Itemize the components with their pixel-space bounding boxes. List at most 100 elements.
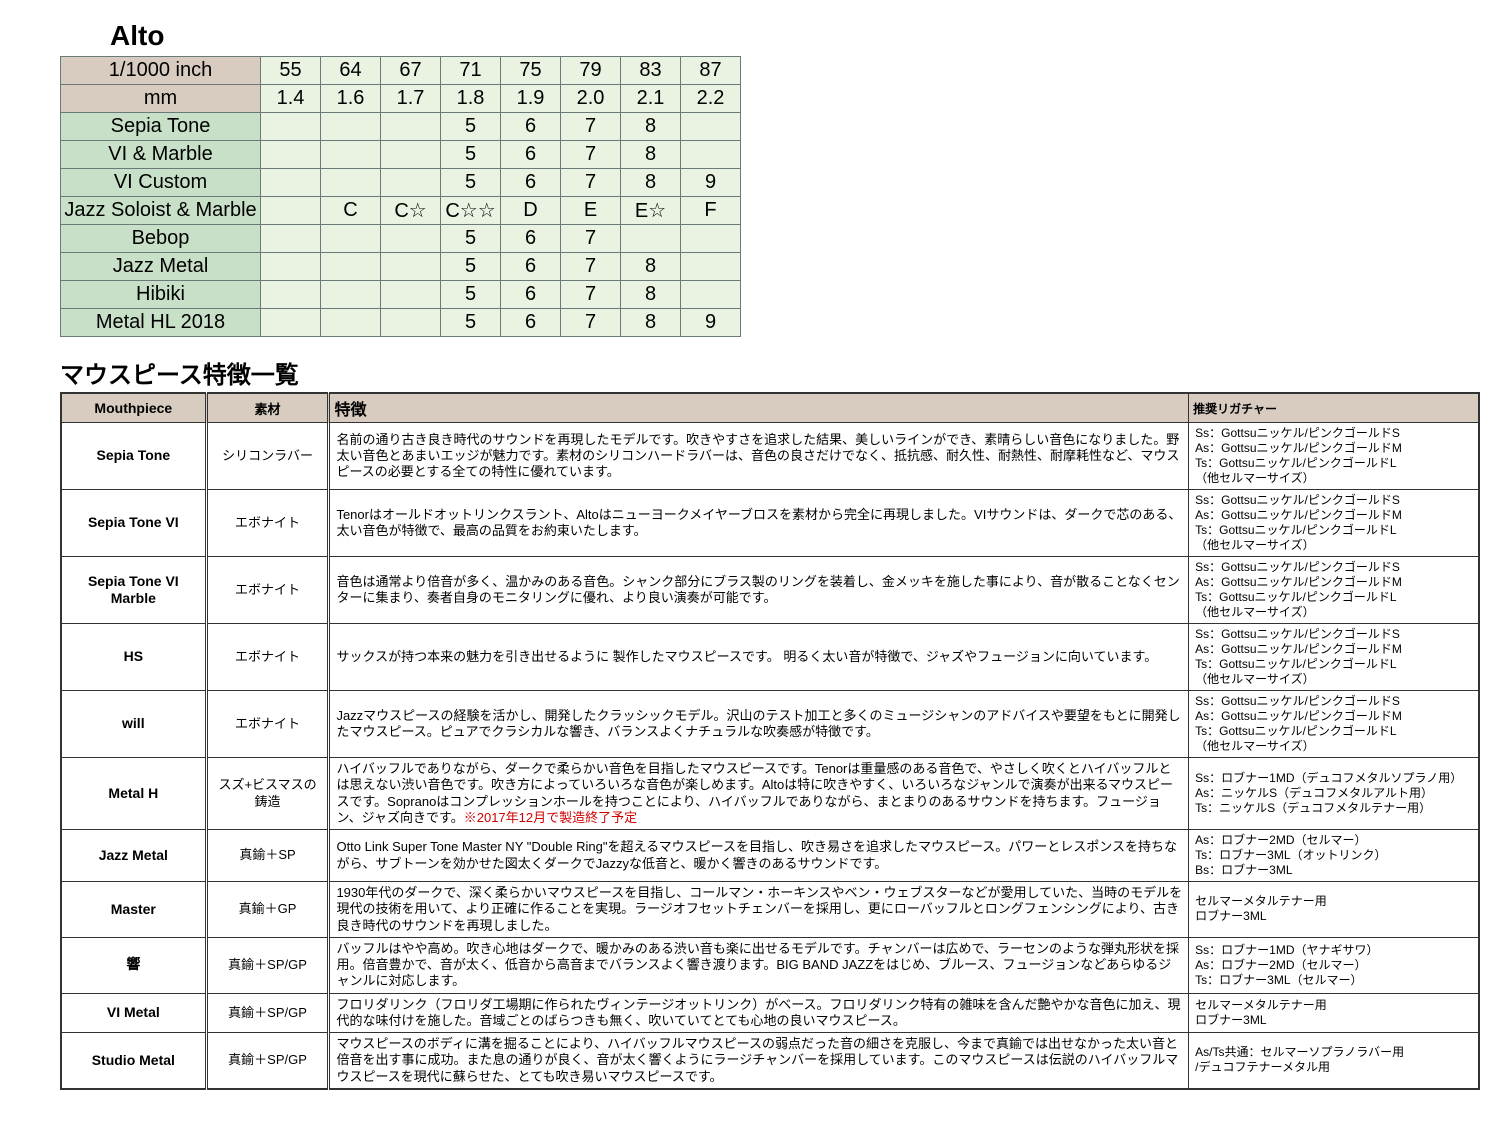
- alto-cell: [321, 309, 381, 337]
- alto-cell: [621, 225, 681, 253]
- alto-table: 1/1000 inch5564677175798387mm1.41.61.71.…: [60, 56, 741, 337]
- feat-mat: 真鍮＋SP/GP: [206, 1033, 329, 1089]
- alto-cell: 5: [441, 141, 501, 169]
- alto-cell: 6: [501, 141, 561, 169]
- alto-cell: 5: [441, 225, 501, 253]
- feat-mat: エボナイト: [206, 490, 329, 557]
- alto-row-label: Jazz Metal: [61, 253, 261, 281]
- feat-lig: Ss：ロブナー1MD（ヤナギサワ）As：ロブナー2MD（セルマー）Ts：ロブナー…: [1189, 937, 1479, 993]
- features-table: Mouthpiece素材特徴推奨リガチャーSepia Toneシリコンラバー名前…: [60, 392, 1480, 1090]
- alto-cell: 9: [681, 309, 741, 337]
- feat-mp: Sepia Tone VI Marble: [61, 557, 206, 624]
- feat-col-mat: 素材: [206, 393, 329, 423]
- alto-cell: C☆☆: [441, 197, 501, 225]
- alto-cell: 7: [561, 141, 621, 169]
- feat-mat: エボナイト: [206, 691, 329, 758]
- alto-cell: [381, 169, 441, 197]
- alto-cell: 7: [561, 253, 621, 281]
- alto-cell: [261, 141, 321, 169]
- feat-mp: Sepia Tone: [61, 423, 206, 490]
- alto-cell: 8: [621, 113, 681, 141]
- alto-cell: 6: [501, 253, 561, 281]
- feat-desc-note: ※2017年12月で製造終了予定: [464, 810, 637, 825]
- alto-cell: 5: [441, 113, 501, 141]
- alto-cell: [321, 281, 381, 309]
- alto-cell: 6: [501, 169, 561, 197]
- alto-cell: 5: [441, 253, 501, 281]
- alto-cell: 6: [501, 113, 561, 141]
- alto-cell: [381, 225, 441, 253]
- alto-cell: [681, 141, 741, 169]
- alto-cell: C: [321, 197, 381, 225]
- alto-cell: [261, 253, 321, 281]
- feat-mp: HS: [61, 624, 206, 691]
- alto-cell: [381, 253, 441, 281]
- alto-cell: 5: [441, 281, 501, 309]
- alto-cell: [381, 281, 441, 309]
- alto-cell: 6: [501, 281, 561, 309]
- alto-cell: [321, 169, 381, 197]
- feat-mp: Jazz Metal: [61, 830, 206, 882]
- alto-header-cell: 1.9: [501, 85, 561, 113]
- alto-cell: [261, 113, 321, 141]
- alto-cell: 7: [561, 113, 621, 141]
- alto-row-label: VI & Marble: [61, 141, 261, 169]
- feat-mat: スズ+ビスマスの鋳造: [206, 758, 329, 830]
- alto-row-label: VI Custom: [61, 169, 261, 197]
- alto-header-label: 1/1000 inch: [61, 57, 261, 85]
- feat-desc: ハイバッフルでありながら、ダークで柔らかい音色を目指したマウスピースです。Ten…: [329, 758, 1189, 830]
- feat-lig: Ss：Gottsuニッケル/ピンクゴールドSAs：Gottsuニッケル/ピンクゴ…: [1189, 557, 1479, 624]
- feat-lig: As/Ts共通：セルマーソプラノラバー用/デュコフテナーメタル用: [1189, 1033, 1479, 1089]
- alto-cell: 7: [561, 169, 621, 197]
- alto-cell: [321, 253, 381, 281]
- alto-header-cell: 1.6: [321, 85, 381, 113]
- alto-cell: [681, 113, 741, 141]
- alto-cell: [381, 141, 441, 169]
- alto-title: Alto: [110, 20, 1470, 52]
- alto-header-cell: 64: [321, 57, 381, 85]
- alto-cell: 8: [621, 309, 681, 337]
- alto-header-cell: 55: [261, 57, 321, 85]
- alto-cell: [321, 225, 381, 253]
- alto-header-cell: 2.1: [621, 85, 681, 113]
- alto-row-label: Sepia Tone: [61, 113, 261, 141]
- feat-desc: Tenorはオールドオットリンクスラント、Altoはニューヨークメイヤーブロスを…: [329, 490, 1189, 557]
- alto-cell: 7: [561, 281, 621, 309]
- alto-row-label: Jazz Soloist & Marble: [61, 197, 261, 225]
- alto-cell: [681, 253, 741, 281]
- feat-lig: セルマーメタルテナー用ロブナー3ML: [1189, 882, 1479, 938]
- feat-lig: Ss：ロブナー1MD（デュコフメタルソプラノ用）As：ニッケルS（デュコフメタル…: [1189, 758, 1479, 830]
- feat-lig: Ss：Gottsuニッケル/ピンクゴールドSAs：Gottsuニッケル/ピンクゴ…: [1189, 490, 1479, 557]
- alto-cell: [381, 309, 441, 337]
- alto-cell: 7: [561, 309, 621, 337]
- alto-cell: 8: [621, 169, 681, 197]
- features-title: マウスピース特徴一覧: [60, 355, 1470, 390]
- feat-mat: エボナイト: [206, 557, 329, 624]
- feat-desc: Jazzマウスピースの経験を活かし、開発したクラッシックモデル。沢山のテスト加工…: [329, 691, 1189, 758]
- alto-row-label: Metal HL 2018: [61, 309, 261, 337]
- alto-row-label: Hibiki: [61, 281, 261, 309]
- alto-cell: 7: [561, 225, 621, 253]
- feat-desc: 音色は通常より倍音が多く、温かみのある音色。シャンク部分にブラス製のリングを装着…: [329, 557, 1189, 624]
- alto-header-cell: 71: [441, 57, 501, 85]
- feat-mp: 響: [61, 937, 206, 993]
- alto-row-label: Bebop: [61, 225, 261, 253]
- alto-cell: 9: [681, 169, 741, 197]
- feat-lig: As：ロブナー2MD（セルマー）Ts：ロブナー3ML（オットリンク）Bs：ロブナ…: [1189, 830, 1479, 882]
- alto-cell: D: [501, 197, 561, 225]
- alto-cell: [261, 169, 321, 197]
- feat-desc: フロリダリンク（フロリダ工場期に作られたヴィンテージオットリンク）がベース。フロ…: [329, 993, 1189, 1033]
- feat-col-desc: 特徴: [329, 393, 1189, 423]
- alto-cell: E: [561, 197, 621, 225]
- feat-desc: Otto Link Super Tone Master NY "Double R…: [329, 830, 1189, 882]
- feat-lig: セルマーメタルテナー用ロブナー3ML: [1189, 993, 1479, 1033]
- feat-mat: 真鍮＋SP/GP: [206, 993, 329, 1033]
- feat-mat: シリコンラバー: [206, 423, 329, 490]
- alto-header-cell: 1.7: [381, 85, 441, 113]
- feat-mat: 真鍮＋GP: [206, 882, 329, 938]
- alto-cell: F: [681, 197, 741, 225]
- feat-mp: Studio Metal: [61, 1033, 206, 1089]
- feat-mp: VI Metal: [61, 993, 206, 1033]
- alto-cell: [321, 113, 381, 141]
- alto-header-cell: 75: [501, 57, 561, 85]
